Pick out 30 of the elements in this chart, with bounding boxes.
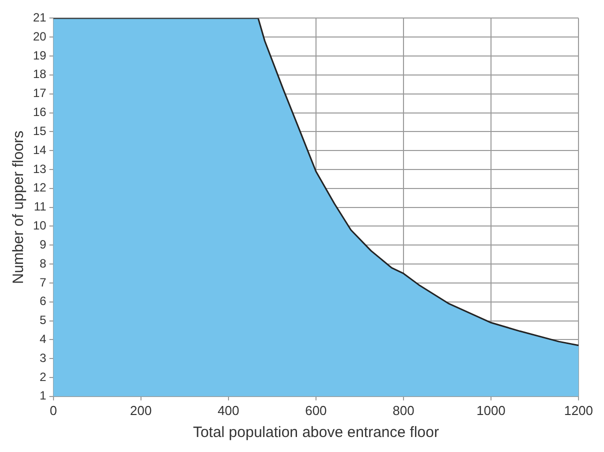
y-tick-label: 4 — [40, 332, 47, 346]
y-tick-label: 6 — [40, 294, 47, 308]
x-tick-label: 800 — [392, 402, 414, 418]
y-tick-label: 12 — [32, 180, 47, 195]
y-tick-label: 19 — [32, 48, 47, 62]
y-axis-title: Number of upper floors — [10, 130, 28, 284]
x-tick-label: 1000 — [476, 402, 506, 418]
y-tick-label: 9 — [40, 237, 47, 252]
y-tick-label: 11 — [34, 200, 47, 214]
y-tick-label: 3 — [40, 350, 47, 365]
x-tick-label: 200 — [130, 402, 152, 418]
x-tick-label: 400 — [218, 402, 240, 418]
x-tick-label: 600 — [305, 402, 327, 418]
y-tick-label: 17 — [32, 86, 47, 100]
y-tick-label: 16 — [32, 105, 47, 120]
y-tick-label: 15 — [32, 124, 47, 138]
x-tick-label: 1200 — [564, 402, 593, 418]
y-tick-label: 1 — [40, 388, 47, 403]
y-tick-label: 5 — [40, 313, 47, 328]
x-axis-title: Total population above entrance floor — [192, 424, 439, 442]
x-tick-label: 0 — [50, 402, 57, 418]
y-tick-label: 7 — [40, 275, 47, 290]
y-tick-label: 13 — [32, 162, 47, 176]
y-tick-label: 14 — [32, 142, 47, 157]
y-tick-label: 2 — [40, 370, 47, 384]
y-tick-label: 21 — [32, 10, 47, 25]
y-tick-label: 8 — [40, 256, 47, 270]
y-tick-label: 18 — [32, 67, 47, 82]
y-tick-label: 20 — [32, 29, 47, 44]
y-tick-label: 10 — [32, 218, 47, 233]
